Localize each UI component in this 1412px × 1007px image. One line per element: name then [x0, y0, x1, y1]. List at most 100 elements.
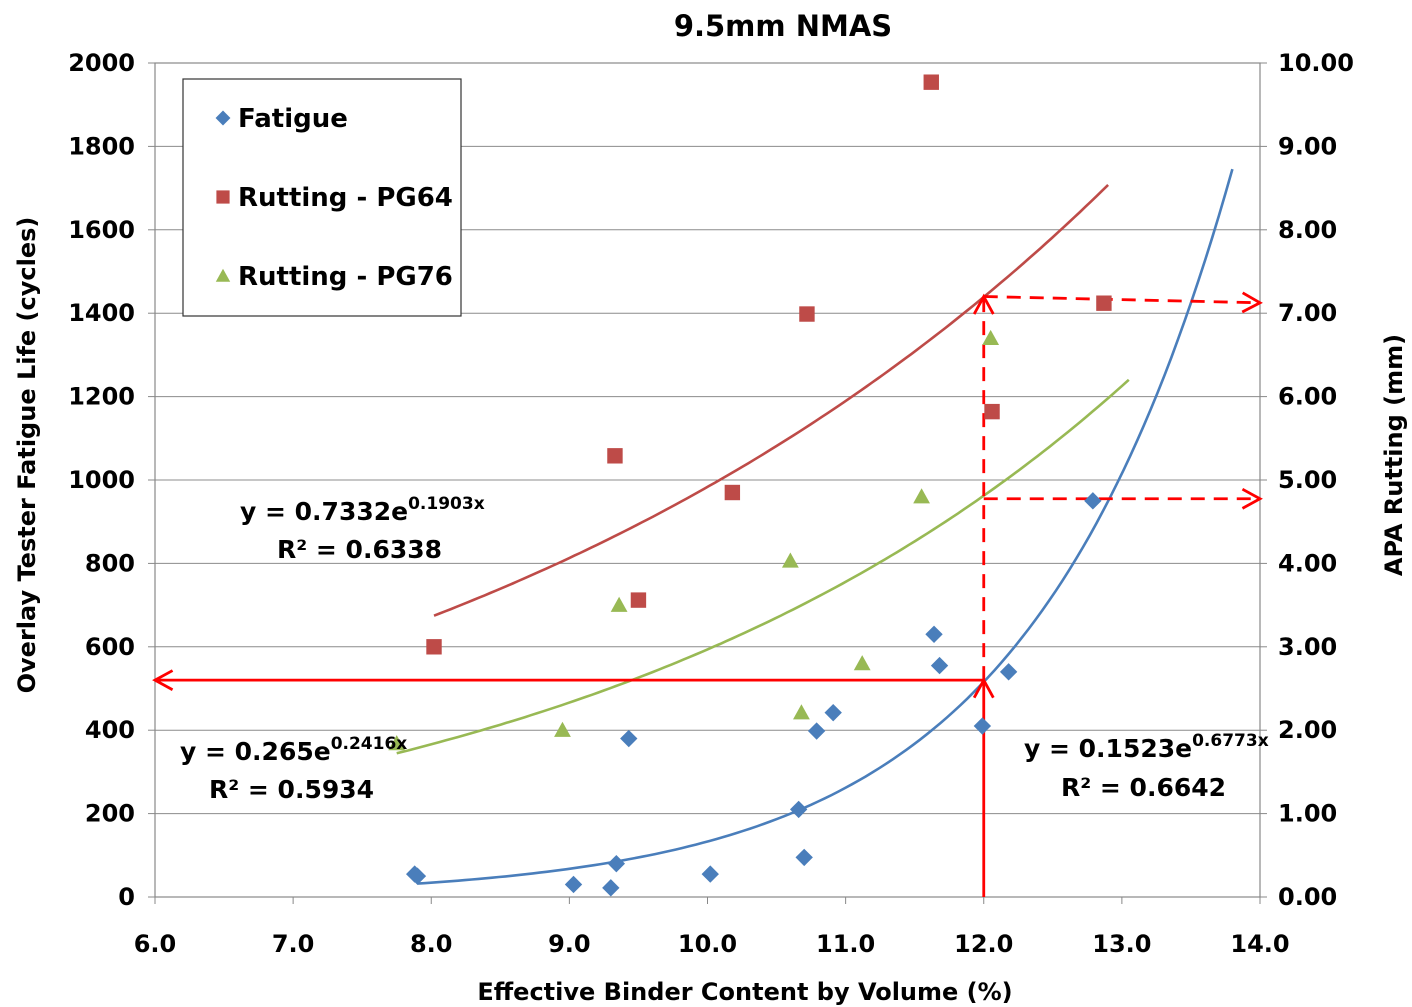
data-point-rutting-pg64	[426, 639, 442, 655]
y-left-tick-label: 1200	[68, 383, 135, 411]
data-markers	[388, 74, 1112, 897]
data-point-fatigue	[795, 848, 813, 867]
x-tick-label: 8.0	[410, 930, 453, 958]
legend-marker-fatigue	[215, 110, 231, 126]
chart-title: 9.5mm NMAS	[674, 9, 892, 43]
data-point-rutting-pg76	[610, 596, 628, 612]
data-point-fatigue	[807, 722, 826, 740]
y-right-tick-label: 0.00	[1278, 883, 1337, 911]
y-left-tick-label: 600	[85, 633, 135, 661]
trendlines	[396, 168, 1234, 885]
data-point-fatigue	[824, 704, 842, 722]
x-tick-label: 13.0	[1092, 930, 1151, 958]
data-point-rutting-pg76	[913, 488, 930, 504]
data-point-rutting-pg76	[982, 329, 1000, 345]
x-tick-label: 10.0	[678, 930, 737, 958]
y-right-tick-label: 2.00	[1278, 716, 1337, 744]
x-axis-title: Effective Binder Content by Volume (%)	[477, 978, 1012, 1006]
equation-pg64: y = 0.7332e0.1903x R² = 0.6338	[240, 494, 485, 564]
data-point-rutting-pg64	[724, 484, 741, 501]
data-point-fatigue	[925, 625, 943, 643]
dashed-arrow-2-head	[1241, 487, 1263, 510]
data-point-fatigue	[1084, 492, 1102, 510]
equation-fatigue-r2: R² = 0.6642	[1061, 773, 1226, 802]
y-right-tick-label: 9.00	[1278, 132, 1337, 160]
data-point-fatigue	[789, 800, 808, 819]
x-tick-label: 6.0	[134, 930, 177, 958]
legend-marker-rutting-pg64	[216, 190, 230, 204]
y-right-tick-label: 10.00	[1278, 49, 1354, 77]
y-left-tick-label: 1400	[68, 299, 135, 327]
x-tick-label: 11.0	[816, 930, 875, 958]
y-axis-left-title: Overlay Tester Fatigue Life (cycles)	[13, 217, 41, 694]
equation-fatigue-label: y = 0.1523e	[1024, 734, 1192, 763]
equation-pg64-r2: R² = 0.6338	[277, 535, 442, 564]
legend-label-rutting-pg64: Rutting - PG64	[238, 183, 453, 213]
y-right-tick-label: 3.00	[1278, 633, 1337, 661]
data-point-rutting-pg64	[607, 448, 623, 464]
y-left-tick-label: 2000	[68, 49, 135, 77]
y-right-tick-label: 1.00	[1278, 800, 1337, 828]
data-point-rutting-pg64	[799, 306, 815, 322]
data-point-fatigue	[999, 663, 1018, 681]
legend-label-fatigue: Fatigue	[238, 104, 348, 134]
x-tick-label: 14.0	[1230, 930, 1289, 958]
legend-marker-rutting-pg76	[215, 268, 231, 282]
equation-pg76-label: y = 0.265e	[180, 737, 331, 766]
equation-fatigue-text: y = 0.1523e0.6773x	[1024, 731, 1269, 763]
data-point-rutting-pg64	[1096, 295, 1112, 311]
y-axis-left: 0 200 400 600 800 1000 1200 1400 1600 1800 2000	[68, 49, 155, 911]
data-point-rutting-pg64	[630, 592, 647, 608]
data-point-fatigue	[564, 875, 583, 894]
trendline-rutting-pg64	[433, 183, 1110, 617]
data-point-fatigue	[602, 879, 620, 897]
data-point-fatigue	[930, 656, 949, 675]
y-right-tick-label: 4.00	[1278, 549, 1337, 577]
equation-pg76-exponent: 0.2416x	[331, 734, 408, 754]
data-point-fatigue	[408, 867, 427, 885]
legend: Fatigue Rutting - PG64 Rutting - PG76	[182, 78, 462, 317]
data-point-fatigue	[973, 717, 992, 735]
x-tick-label: 9.0	[548, 930, 591, 958]
y-right-tick-label: 5.00	[1278, 466, 1337, 494]
y-left-tick-label: 0	[118, 883, 135, 911]
equation-fatigue: y = 0.1523e0.6773x R² = 0.6642	[1024, 731, 1269, 802]
equation-pg64-text: y = 0.7332e0.1903x	[240, 494, 485, 526]
y-axis-right-title: APA Rutting (mm)	[1380, 334, 1408, 576]
y-left-tick-label: 1600	[68, 216, 135, 244]
dashed-arrow-1-head	[1241, 291, 1263, 314]
y-left-tick-label: 800	[85, 549, 135, 577]
x-tick-label: 12.0	[954, 930, 1013, 958]
data-point-fatigue	[607, 854, 626, 873]
equation-fatigue-exponent: 0.6773x	[1192, 731, 1269, 751]
equation-pg76: y = 0.265e0.2416x R² = 0.5934	[180, 734, 407, 804]
data-point-rutting-pg64	[984, 403, 1000, 420]
equation-pg76-r2: R² = 0.5934	[209, 775, 374, 804]
y-right-tick-label: 7.00	[1278, 299, 1337, 327]
equation-pg64-label: y = 0.7332e	[240, 497, 408, 526]
y-right-tick-label: 8.00	[1278, 216, 1337, 244]
y-left-tick-label: 1800	[68, 132, 135, 160]
y-left-tick-label: 400	[85, 716, 135, 744]
trendline-rutting-pg76	[396, 378, 1130, 755]
data-point-rutting-pg64	[923, 74, 939, 90]
y-axis-right: 0.00 1.00 2.00 3.00 4.00 5.00 6.00 7.00 8.00 9.00…	[1260, 49, 1354, 911]
equation-pg64-exponent: 0.1903x	[408, 494, 485, 514]
data-point-rutting-pg76	[554, 721, 571, 737]
x-tick-label: 7.0	[272, 930, 315, 958]
x-axis: 6.0 7.0 8.0 9.0 10.0 11.0 12.0 13.0 14.0	[134, 897, 1290, 958]
data-point-fatigue	[701, 865, 719, 883]
trendline-fatigue	[417, 168, 1234, 885]
dashed-arrow-1	[983, 295, 1261, 305]
y-right-tick-label: 6.00	[1278, 383, 1337, 411]
y-left-tick-label: 200	[85, 800, 135, 828]
solid-arrow-1-head	[152, 669, 174, 691]
data-point-rutting-pg76	[793, 704, 810, 720]
equation-pg76-text: y = 0.265e0.2416x	[180, 734, 407, 766]
y-left-tick-label: 1000	[68, 466, 135, 494]
data-point-rutting-pg76	[388, 735, 406, 751]
data-point-fatigue	[620, 729, 638, 748]
legend-label-rutting-pg76: Rutting - PG76	[238, 262, 453, 292]
annotation-arrows	[152, 291, 1263, 897]
